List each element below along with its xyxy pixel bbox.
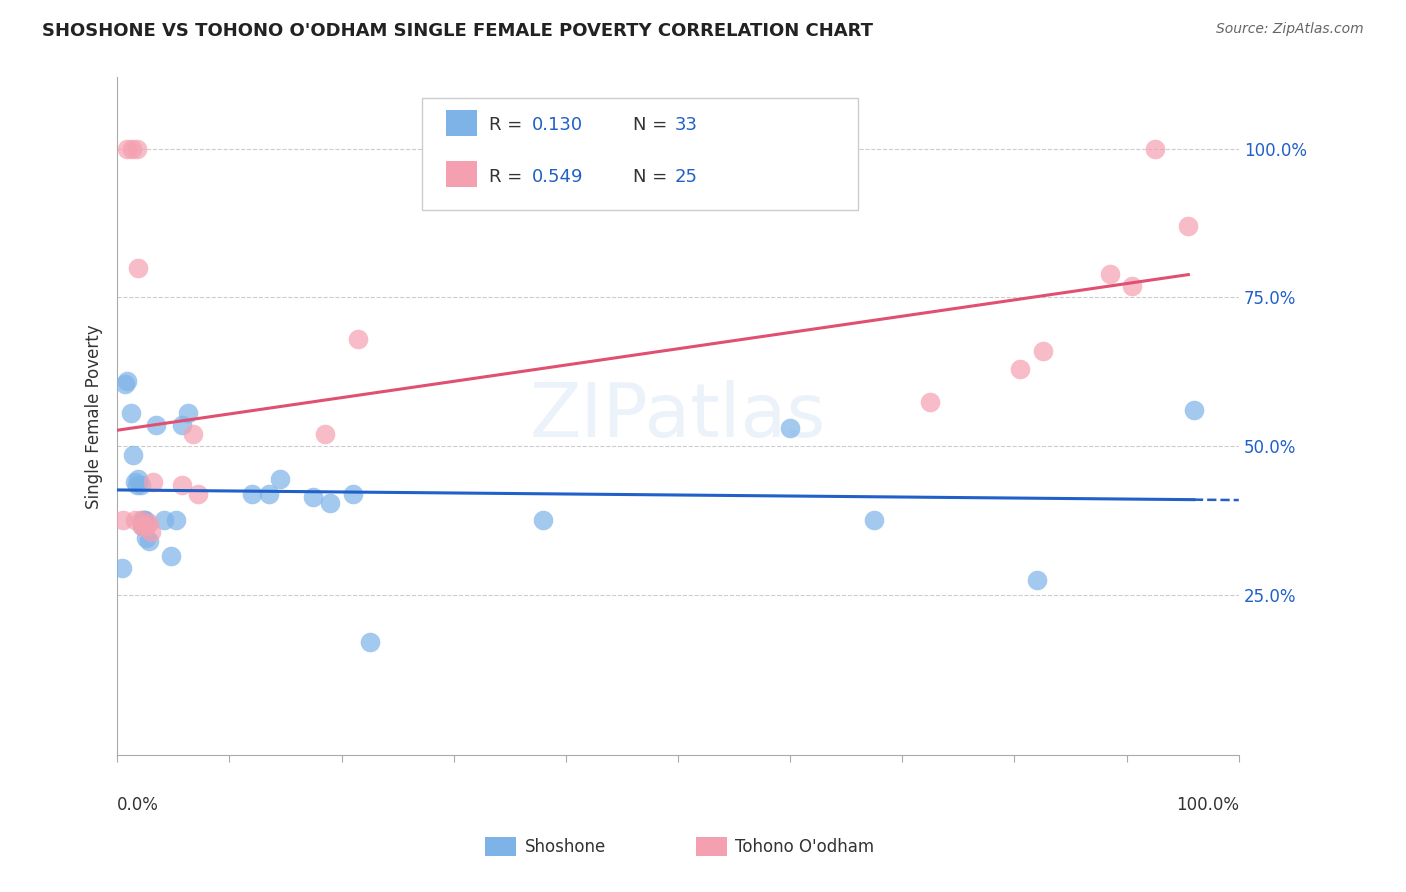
Text: 33: 33 [675,116,697,134]
Text: 0.549: 0.549 [531,168,583,186]
Text: 100.0%: 100.0% [1175,796,1239,814]
Point [863,513,886,527]
Point [531,513,554,527]
Point [139,525,162,540]
Point [128,472,150,486]
Point [132,513,155,527]
Point [1025,573,1047,587]
Text: R =: R = [489,116,529,134]
Point [314,427,336,442]
Point [128,260,150,275]
Point [121,142,143,156]
Text: ZIPatlas: ZIPatlas [530,380,827,453]
Text: 0.130: 0.130 [531,116,582,134]
Point [142,475,165,489]
Text: R =: R = [489,168,529,186]
Point [127,477,149,491]
Point [120,406,142,420]
Text: Tohono O'odham: Tohono O'odham [735,838,875,855]
Point [117,374,139,388]
Point [132,513,155,527]
Point [132,519,155,533]
Text: Source: ZipAtlas.com: Source: ZipAtlas.com [1216,22,1364,37]
Point [1182,403,1205,417]
Point [342,486,364,500]
Point [1143,142,1166,156]
Point [177,406,200,420]
Point [183,427,205,442]
Point [257,486,280,500]
Point [269,472,291,486]
Point [135,531,157,545]
Point [1177,219,1199,233]
Point [347,332,370,346]
Point [114,376,136,391]
Point [131,519,153,533]
Point [319,495,342,509]
Point [138,534,160,549]
Point [127,142,149,156]
Point [129,477,152,491]
Point [124,475,146,489]
Point [124,513,146,527]
Point [1010,361,1032,376]
Point [165,513,187,527]
Point [131,519,153,533]
Point [187,486,209,500]
Point [153,513,176,527]
Point [160,549,183,563]
Text: Shoshone: Shoshone [524,838,606,855]
Point [779,421,801,435]
Point [1121,278,1143,293]
Point [138,516,160,531]
Point [117,142,139,156]
Point [129,513,152,527]
Point [172,418,194,433]
Point [111,513,134,527]
Point [1098,267,1121,281]
Point [134,513,156,527]
Point [1031,343,1053,358]
Text: 25: 25 [675,168,697,186]
Point [920,394,942,409]
Point [359,635,381,649]
Point [240,486,263,500]
Text: SHOSHONE VS TOHONO O'ODHAM SINGLE FEMALE POVERTY CORRELATION CHART: SHOSHONE VS TOHONO O'ODHAM SINGLE FEMALE… [42,22,873,40]
Point [302,490,325,504]
Text: N =: N = [633,116,672,134]
Point [172,477,194,491]
Text: 0.0%: 0.0% [117,796,159,814]
Point [111,561,134,575]
Point [145,418,167,433]
Point [122,448,145,462]
Y-axis label: Single Female Poverty: Single Female Poverty [86,324,103,508]
Point [135,519,157,533]
Text: N =: N = [633,168,672,186]
